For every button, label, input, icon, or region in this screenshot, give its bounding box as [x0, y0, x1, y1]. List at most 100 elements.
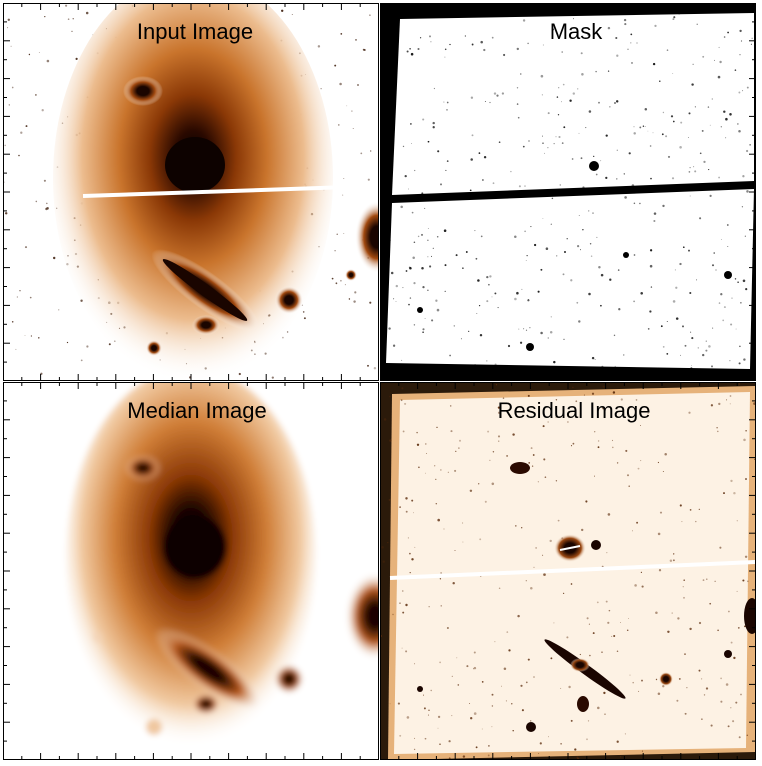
noise-dot	[71, 30, 73, 33]
noise-dot	[557, 519, 560, 522]
noise-dot	[550, 316, 552, 318]
noise-dot	[669, 559, 673, 562]
noise-dot	[537, 290, 540, 293]
noise-dot	[505, 5, 507, 7]
noise-dot	[440, 469, 442, 471]
core-residual-gap	[559, 545, 581, 551]
noise-dot	[738, 383, 741, 385]
noise-dot	[679, 146, 682, 149]
noise-dot	[632, 681, 634, 684]
noise-dot	[749, 144, 751, 146]
noise-dot	[627, 48, 629, 50]
noise-dot	[553, 143, 555, 145]
noise-dot	[718, 176, 721, 179]
noise-dot	[736, 590, 738, 592]
noise-dot	[586, 617, 589, 620]
noise-dot	[740, 40, 743, 42]
noise-dot	[655, 678, 658, 681]
noise-dot	[443, 229, 447, 232]
noise-dot	[696, 279, 698, 281]
noise-dot	[302, 311, 305, 313]
noise-dot	[450, 430, 453, 433]
noise-dot	[424, 207, 426, 209]
noise-dot	[640, 571, 643, 574]
noise-dot	[544, 152, 545, 154]
noise-dot	[628, 618, 629, 619]
noise-dot	[444, 48, 447, 51]
noise-dot	[535, 547, 537, 549]
noise-dot	[684, 653, 686, 655]
noise-dot	[739, 29, 742, 33]
noise-dot	[623, 173, 625, 175]
noise-dot	[751, 37, 753, 39]
noise-dot	[405, 510, 408, 513]
noise-dot	[339, 82, 342, 86]
noise-dot	[512, 433, 515, 436]
noise-dot	[468, 330, 470, 332]
noise-dot	[714, 59, 715, 61]
noise-dot	[357, 84, 359, 86]
noise-dot	[674, 269, 676, 271]
noise-dot	[446, 101, 449, 104]
noise-dot	[671, 612, 673, 614]
noise-dot	[709, 194, 712, 197]
noise-dot	[671, 177, 675, 180]
noise-dot	[666, 49, 669, 51]
noise-dot	[478, 304, 481, 307]
noise-dot	[484, 500, 487, 503]
noise-dot	[470, 158, 473, 161]
noise-dot	[527, 42, 529, 45]
noise-dot	[390, 191, 393, 193]
noise-dot	[414, 663, 416, 665]
noise-dot	[670, 115, 674, 118]
noise-dot	[702, 55, 705, 58]
noise-dot	[488, 745, 490, 747]
noise-dot	[486, 275, 489, 279]
noise-dot	[508, 649, 511, 652]
noise-dot	[690, 331, 692, 333]
noise-dot	[605, 134, 608, 137]
noise-dot	[431, 255, 432, 257]
noise-dot	[547, 421, 549, 423]
noise-dot	[392, 344, 396, 347]
noise-dot	[746, 734, 748, 736]
noise-dot	[585, 500, 588, 503]
noise-dot	[592, 212, 594, 214]
noise-dot	[399, 506, 401, 508]
noise-dot	[587, 720, 590, 722]
noise-dot	[413, 282, 416, 285]
noise-dot	[424, 737, 427, 740]
noise-dot	[421, 266, 424, 270]
noise-dot	[487, 430, 490, 433]
noise-dot	[717, 75, 721, 79]
noise-dot	[662, 204, 665, 208]
noise-dot	[525, 260, 527, 261]
noise-dot	[402, 430, 405, 433]
input-panel: Input Image	[3, 3, 379, 381]
noise-dot	[555, 480, 558, 482]
noise-dot	[411, 211, 414, 214]
noise-dot	[695, 520, 697, 523]
noise-dot	[624, 196, 627, 199]
noise-dot	[448, 757, 451, 759]
noise-dot	[402, 6, 405, 9]
noise-dot	[409, 267, 412, 270]
noise-dot	[580, 157, 583, 160]
noise-dot	[451, 675, 453, 677]
noise-dot	[744, 625, 746, 628]
noise-dot	[402, 145, 405, 148]
noise-dot	[540, 74, 544, 78]
noise-dot	[545, 247, 549, 250]
noise-dot	[496, 94, 499, 97]
noise-dot	[734, 69, 737, 71]
noise-dot	[416, 443, 420, 446]
noise-dot	[503, 667, 507, 670]
noise-dot	[506, 631, 509, 633]
noise-dot	[556, 255, 558, 257]
noise-dot	[555, 416, 557, 418]
noise-dot	[578, 7, 580, 9]
masked-source	[623, 252, 629, 258]
noise-dot	[614, 102, 616, 104]
noise-dot	[472, 668, 474, 670]
noise-dot	[385, 192, 388, 194]
